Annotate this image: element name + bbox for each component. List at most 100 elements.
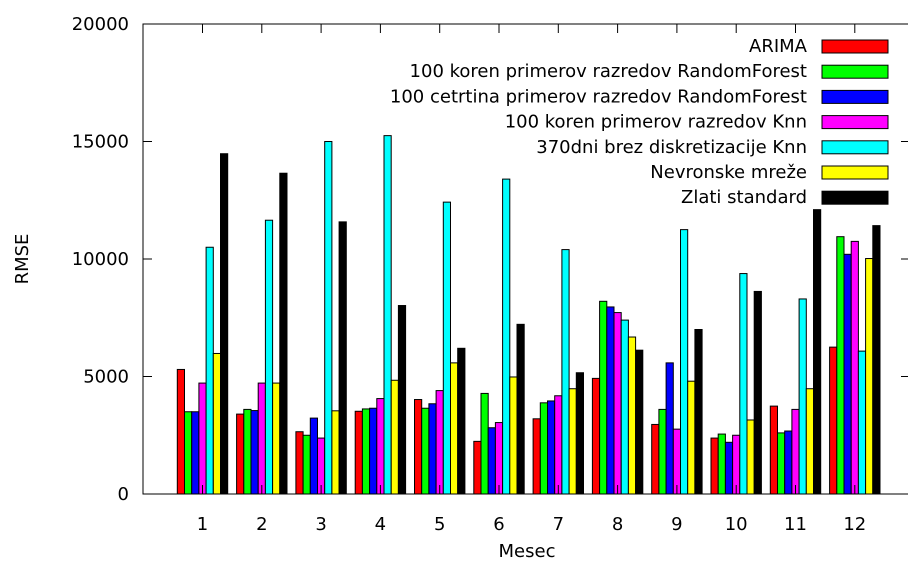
bar-month-4-series-5 [383,135,392,495]
x-tick-label: 8 [612,514,623,535]
bar-month-7-series-5 [561,249,570,495]
legend-label: Zlati standard [681,187,807,208]
bar-month-5-series-2 [421,407,430,495]
bar-month-3-series-7 [338,221,347,495]
legend-label: ARIMA [749,36,808,57]
bar-month-11-series-2 [777,432,786,495]
bar-month-5-series-4 [435,390,444,495]
x-tick-label: 2 [256,514,267,535]
bar-month-11-series-5 [798,298,807,495]
bar-month-4-series-7 [397,305,407,495]
x-tick-label: 10 [725,514,748,535]
legend-swatch [821,190,889,205]
bar-month-5-series-6 [450,362,459,495]
x-axis-title: Mesec [499,541,556,562]
bar-month-12-series-4 [850,240,859,495]
bar-month-7-series-1 [532,418,541,495]
bar-month-4-series-2 [361,408,371,495]
bar-month-7-series-6 [568,388,577,495]
x-tick-label: 1 [197,514,208,535]
bar-month-3-series-1 [295,431,304,495]
legend-swatch [821,39,889,54]
y-tick-label: 10000 [72,249,129,270]
bar-month-1-series-6 [212,352,222,495]
bar-month-12-series-1 [829,346,838,495]
x-tick-label: 11 [784,514,807,535]
bar-month-1-series-7 [220,153,229,495]
bar-month-10-series-2 [717,433,726,495]
bar-month-1-series-5 [205,246,214,495]
bar-month-2-series-7 [279,172,288,495]
bar-month-12-series-6 [865,258,874,495]
bar-month-8-series-3 [606,306,615,495]
y-tick-label: 5000 [83,367,129,388]
legend-swatch [821,165,889,180]
bar-month-10-series-3 [724,441,734,495]
bar-month-11-series-7 [813,209,822,495]
y-axis-title: RMSE [12,234,33,285]
x-tick-label: 9 [671,514,682,535]
bar-month-5-series-5 [442,201,451,495]
bar-month-8-series-4 [613,312,622,495]
bar-month-6-series-7 [516,323,525,495]
bar-month-10-series-5 [739,273,748,495]
bar-month-4-series-6 [390,379,399,495]
bar-month-9-series-6 [687,380,696,495]
bar-month-7-series-3 [547,400,556,495]
bar-month-2-series-3 [250,410,259,495]
bar-month-10-series-7 [753,290,762,495]
legend-swatch [821,64,889,79]
x-tick-label: 7 [553,514,564,535]
bar-month-3-series-3 [309,417,318,495]
bar-month-8-series-1 [591,377,601,495]
bar-month-5-series-7 [457,347,466,495]
bar-month-2-series-1 [236,413,245,495]
bar-month-10-series-1 [710,437,719,495]
bar-month-7-series-4 [554,395,563,495]
x-tick-label: 5 [434,514,445,535]
legend-label: Nevronske mreže [650,162,807,183]
bar-month-6-series-4 [494,422,504,495]
bar-month-12-series-7 [872,225,881,495]
legend-swatch [821,115,889,130]
bar-month-3-series-5 [324,141,333,495]
x-axis-ticks: 1 2 3 4 5 6 7 8 9 10 11 12 [197,24,866,535]
bar-month-4-series-4 [376,398,385,495]
bar-month-9-series-2 [658,408,667,495]
bar-month-8-series-5 [620,319,629,495]
bar-month-2-series-4 [257,382,266,495]
bar-month-11-series-1 [769,405,778,495]
bar-month-9-series-3 [665,362,674,495]
bar-month-3-series-6 [331,410,340,495]
y-tick-label: 20000 [72,14,129,35]
bar-month-4-series-1 [354,410,363,495]
bar-month-12-series-2 [836,236,845,495]
bar-month-11-series-3 [784,430,793,495]
bar-month-2-series-2 [243,408,252,495]
bars-group [176,135,881,495]
bar-month-6-series-3 [487,427,496,495]
bar-month-5-series-1 [414,399,423,495]
bar-month-11-series-4 [791,408,800,495]
x-tick-label: 6 [493,514,504,535]
y-axis-ticks: 0 5000 10000 15000 20000 [72,14,908,505]
bar-month-1-series-3 [191,411,200,495]
bar-month-9-series-7 [694,329,703,495]
bar-month-8-series-2 [599,300,608,495]
x-tick-label: 4 [375,514,386,535]
y-tick-label: 0 [118,484,129,505]
bar-month-12-series-5 [857,350,867,495]
bar-month-9-series-1 [651,423,660,495]
bar-month-1-series-2 [184,411,193,495]
legend-label: 100 koren primerov razredov Knn [505,112,807,133]
bar-month-5-series-3 [428,403,437,495]
legend: ARIMA 100 koren primerov razredov RandomF… [390,36,889,208]
bar-month-9-series-5 [680,229,689,495]
y-tick-label: 15000 [72,132,129,153]
x-tick-label: 12 [843,514,866,535]
legend-label: 370dni brez diskretizacije Knn [536,137,807,158]
bar-month-3-series-2 [302,434,311,495]
bar-month-6-series-1 [473,440,482,495]
x-tick-label: 3 [315,514,326,535]
